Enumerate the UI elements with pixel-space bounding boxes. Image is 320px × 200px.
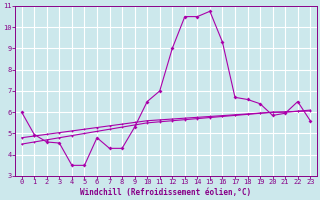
X-axis label: Windchill (Refroidissement éolien,°C): Windchill (Refroidissement éolien,°C)	[80, 188, 252, 197]
